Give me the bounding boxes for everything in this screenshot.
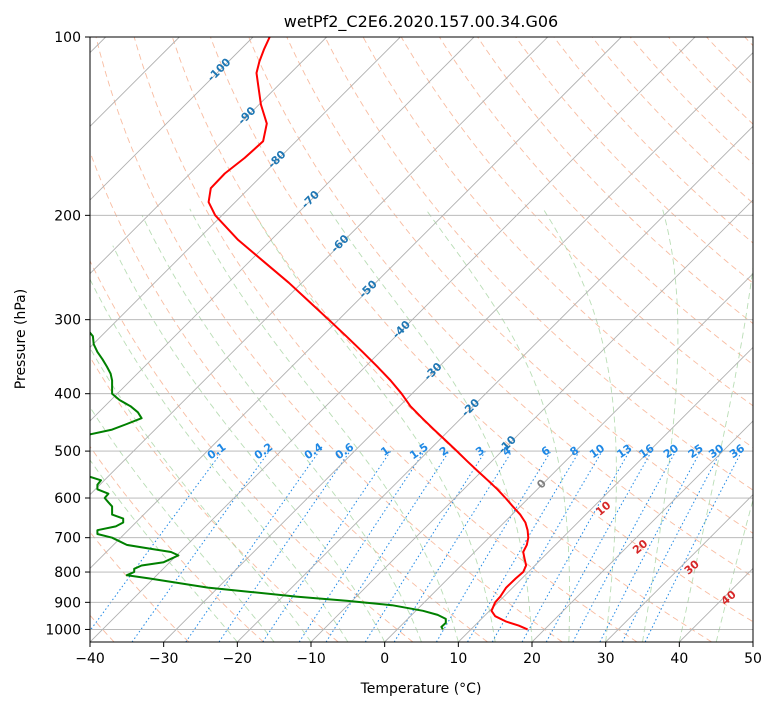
- dry-adiabat: [477, 37, 753, 325]
- y-tick-label: 100: [54, 30, 81, 46]
- x-axis-ticks: −40 −30 −20 −10 0 10 20 30 40 50: [75, 642, 762, 667]
- dry-adiabat: [90, 445, 264, 642]
- mixing-ratio-line: [298, 450, 425, 642]
- x-tick-label: −40: [75, 651, 105, 667]
- sounding-series: [90, 37, 530, 631]
- y-axis-ticks: 100 200 300 400 500 600 700 800 900 1000: [45, 30, 90, 638]
- isotherm-line: [90, 37, 327, 275]
- moist-adiabat: [642, 208, 679, 642]
- mixing-ratio-line: [262, 450, 392, 642]
- isotherm-line: [531, 420, 753, 642]
- moist-adiabat: [425, 208, 571, 642]
- plot-frame: [89, 36, 754, 643]
- isotherm-line: [384, 273, 753, 642]
- y-tick-label: 1000: [45, 622, 81, 638]
- dry-adiabat: [515, 37, 753, 284]
- y-tick-label: 500: [54, 444, 81, 460]
- x-tick-label: 20: [523, 651, 541, 667]
- mixing-ratio-lines: [90, 450, 743, 642]
- dry-adiabat: [171, 37, 712, 642]
- x-tick-label: 0: [380, 651, 389, 667]
- pressure-gridlines: [90, 37, 753, 630]
- x-tick-label: 30: [597, 651, 615, 667]
- moist-adiabat: [112, 245, 386, 642]
- y-tick-label: 800: [54, 565, 81, 581]
- dry-adiabat: [400, 37, 753, 407]
- moist-adiabats: [90, 208, 753, 642]
- plot-area: 0.1 0.2 0.4 0.6 1 1.5 2 3 4 6 8 10 13 16 20 25 30 36-100-…: [90, 37, 753, 642]
- dry-adiabat: [591, 37, 753, 204]
- isotherm-line: [237, 125, 753, 642]
- dry-adiabat: [90, 259, 414, 642]
- y-tick-label: 200: [54, 208, 81, 224]
- isotherm-line: [90, 37, 401, 348]
- moist-adiabat: [90, 347, 312, 642]
- temperature-profile-line: [207, 37, 530, 631]
- moist-adiabat: [90, 278, 349, 642]
- isotherm-line: [458, 346, 753, 642]
- moist-adiabat: [189, 208, 459, 642]
- moist-adiabat: [90, 459, 238, 642]
- dry-adiabat: [629, 37, 753, 165]
- mixing-ratio-line: [521, 450, 630, 642]
- isotherm-line: [90, 37, 548, 496]
- mixing-ratio-line: [90, 450, 223, 632]
- isotherm-line: [90, 37, 254, 201]
- x-tick-label: 50: [744, 651, 762, 667]
- dry-adiabat: [324, 37, 753, 491]
- mixing-ratio-line: [131, 450, 270, 642]
- moist-adiabat: [328, 208, 533, 642]
- y-axis-label: Pressure (hPa): [13, 289, 29, 389]
- x-tick-label: −20: [223, 651, 253, 667]
- isotherm-line: [90, 37, 475, 422]
- y-tick-label: 700: [54, 531, 81, 547]
- x-tick-label: −10: [296, 651, 326, 667]
- y-tick-label: 900: [54, 595, 81, 611]
- mixing-ratio-line: [393, 450, 513, 642]
- x-tick-label: 40: [670, 651, 688, 667]
- isotherm-line: [310, 199, 753, 642]
- dry-adiabat: [210, 37, 753, 623]
- isotherm-line: [90, 37, 696, 642]
- mixing-ratio-line: [644, 450, 743, 642]
- x-tick-label: −30: [149, 651, 179, 667]
- mixing-ratio-line: [545, 450, 653, 642]
- dry-adiabat: [133, 37, 638, 642]
- mixing-ratio-line: [218, 450, 351, 642]
- y-tick-label: 600: [54, 491, 81, 507]
- y-tick-label: 400: [54, 387, 81, 403]
- mixing-ratio-line: [325, 450, 450, 642]
- mixing-ratio-line: [572, 450, 677, 642]
- moist-adiabat: [141, 215, 422, 642]
- y-tick-label: 300: [54, 313, 81, 329]
- x-tick-label: 10: [449, 651, 467, 667]
- dewpoint-profile-line: [90, 331, 447, 630]
- moist-adiabat: [90, 406, 275, 642]
- chart-title: wetPf2_C2E6.2020.157.00.34.G06: [284, 12, 558, 32]
- dry-adiabat: [95, 37, 563, 642]
- moist-adiabat: [251, 208, 496, 642]
- isotherm-line: [605, 494, 753, 642]
- mixing-ratio-line: [185, 450, 320, 642]
- x-axis-label: Temperature (°C): [360, 681, 482, 697]
- isotherm-line: [163, 52, 753, 642]
- moist-adiabat: [542, 208, 617, 642]
- dry-adiabat: [248, 37, 753, 578]
